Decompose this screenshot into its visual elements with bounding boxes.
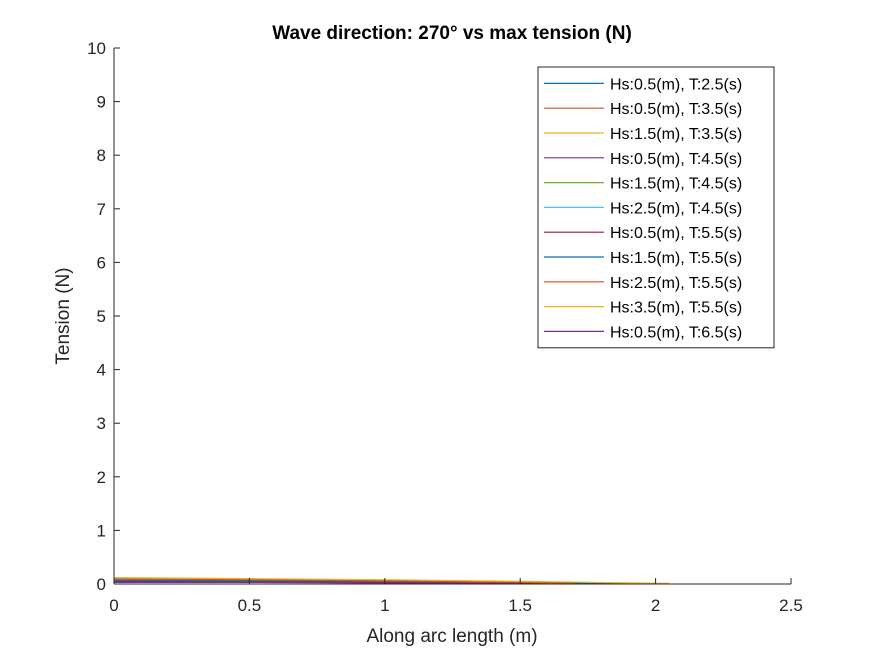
legend-label-6: Hs:2.5(m), T:4.5(s)	[610, 200, 742, 217]
legend-label-7: Hs:0.5(m), T:5.5(s)	[610, 225, 742, 242]
legend-label-11: Hs:0.5(m), T:6.5(s)	[610, 324, 742, 341]
x-axis-label: Along arc length (m)	[366, 626, 537, 647]
axes-layer: 0 0.5 1 1.5 2 2.5 0 1 2 3 4 5 6 7 8 9 10	[87, 39, 803, 615]
y-axis-label: Tension (N)	[53, 267, 74, 364]
y-tick-label: 0	[97, 575, 106, 594]
legend-label-8: Hs:1.5(m), T:5.5(s)	[610, 250, 742, 267]
legend: Hs:0.5(m), T:2.5(s) Hs:0.5(m), T:3.5(s) Hs…	[537, 66, 775, 349]
y-tick-label: 6	[97, 253, 106, 272]
legend-label-9: Hs:2.5(m), T:5.5(s)	[610, 275, 742, 292]
y-tick-label: 7	[97, 200, 106, 219]
legend-label-4: Hs:0.5(m), T:4.5(s)	[610, 151, 742, 168]
y-tick-label: 1	[97, 521, 106, 540]
legend-label-10: Hs:3.5(m), T:5.5(s)	[610, 300, 742, 317]
y-tick-label: 8	[97, 146, 106, 165]
legend-label-2: Hs:0.5(m), T:3.5(s)	[610, 101, 742, 118]
y-tick-label: 5	[97, 307, 106, 326]
legend-label-3: Hs:1.5(m), T:3.5(s)	[610, 126, 742, 143]
x-tick-label: 1.5	[508, 596, 532, 615]
chart-title: Wave direction: 270° vs max tension (N)	[272, 23, 632, 44]
x-tick-label: 2	[651, 596, 660, 615]
legend-label-5: Hs:1.5(m), T:4.5(s)	[610, 176, 742, 193]
x-tick-label: 0.5	[238, 596, 262, 615]
y-tick-label: 4	[97, 361, 106, 380]
series-line-11	[114, 581, 521, 585]
x-tick-label: 2.5	[779, 596, 803, 615]
x-tick-label: 0	[109, 596, 118, 615]
y-tick-label: 2	[97, 468, 106, 487]
y-tick-label: 10	[87, 39, 106, 58]
y-tick-label: 9	[97, 93, 106, 112]
legend-label-1: Hs:0.5(m), T:2.5(s)	[610, 76, 742, 93]
y-tick-label: 3	[97, 414, 106, 433]
x-tick-label: 1	[380, 596, 389, 615]
